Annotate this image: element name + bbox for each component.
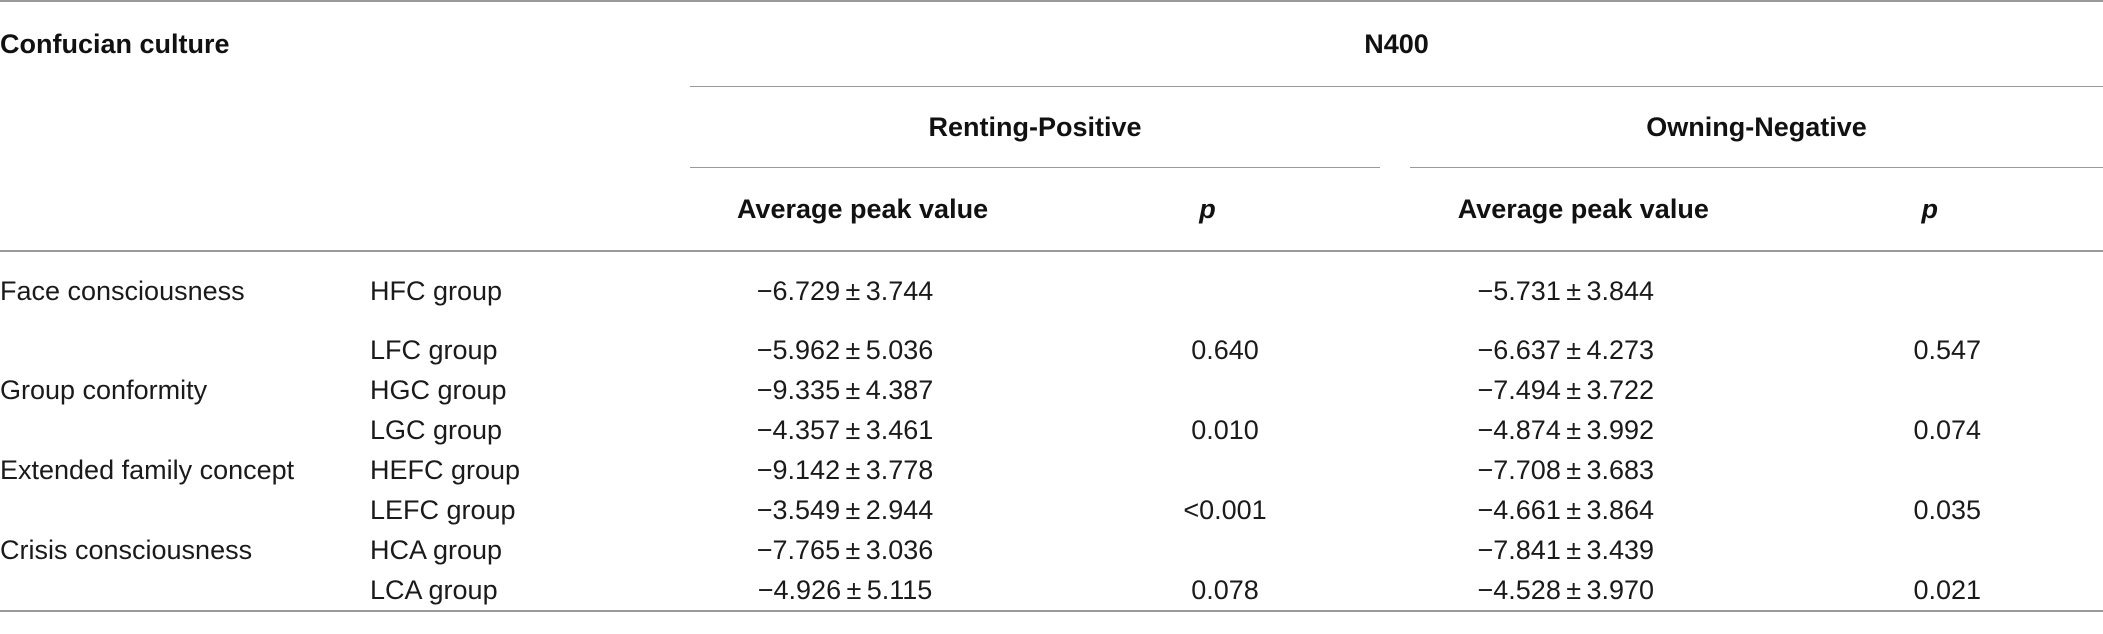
measure-header: N400 bbox=[690, 0, 2103, 87]
rp-average-value: −4.357 ± 3.461 bbox=[756, 414, 934, 445]
renting-positive-cells: −5.962 ± 5.036 0.640 bbox=[690, 330, 1380, 370]
owning-negative-cells: −5.731 ± 3.844 bbox=[1410, 251, 2103, 330]
rp-average-value: −3.549 ± 2.944 bbox=[756, 494, 934, 525]
on-average-value: −7.708 ± 3.683 bbox=[1477, 454, 1655, 485]
renting-positive-cells: −7.765 ± 3.036 bbox=[690, 530, 1380, 570]
rp-p-value bbox=[1070, 375, 1380, 406]
factor-cell: Crisis consciousness bbox=[0, 534, 253, 565]
on-p-value bbox=[1792, 375, 2103, 406]
owning-negative-cells: −4.528 ± 3.970 0.021 bbox=[1410, 570, 2103, 612]
group-cell: LGC group bbox=[370, 414, 503, 445]
on-average-value: −4.661 ± 3.864 bbox=[1477, 494, 1655, 525]
on-p-value bbox=[1792, 535, 2103, 566]
on-p-value: 0.074 bbox=[1913, 414, 1982, 445]
renting-positive-cells: −9.335 ± 4.387 bbox=[690, 370, 1380, 410]
owning-negative-cells: −7.708 ± 3.683 bbox=[1410, 450, 2103, 490]
rp-p-value bbox=[1070, 455, 1380, 486]
on-p-value bbox=[1792, 276, 2103, 307]
table-row: Extended family concept HEFC group −9.14… bbox=[0, 450, 2103, 490]
condition-header-renting-positive: Renting-Positive bbox=[690, 86, 1381, 168]
factor-cell bbox=[0, 410, 370, 450]
col-p-rp: p bbox=[1199, 193, 1216, 224]
on-average-value: −5.731 ± 3.844 bbox=[1477, 275, 1655, 306]
subheader-owning-negative: Average peak value p bbox=[1410, 167, 2103, 252]
col-average-peak-rp: Average peak value bbox=[736, 193, 989, 224]
on-average-value: −4.528 ± 3.970 bbox=[1477, 574, 1655, 605]
rp-average-value: −5.962 ± 5.036 bbox=[756, 334, 934, 365]
results-table: Confucian culture N400 Renting-Positive … bbox=[0, 0, 2103, 612]
group-cell: HEFC group bbox=[370, 454, 521, 485]
factor-cell bbox=[0, 490, 370, 530]
renting-positive-cells: −4.357 ± 3.461 0.010 bbox=[690, 410, 1380, 450]
on-p-value: 0.547 bbox=[1913, 334, 1982, 365]
rp-p-value: 0.640 bbox=[1191, 334, 1259, 365]
rp-average-value: −4.926 ± 5.115 bbox=[757, 574, 933, 605]
table-body: Face consciousness HFC group −6.729 ± 3.… bbox=[0, 251, 2103, 612]
rp-p-value: <0.001 bbox=[1183, 494, 1267, 525]
table-row: LEFC group −3.549 ± 2.944 <0.001 −4.661 … bbox=[0, 490, 2103, 530]
group-cell: LEFC group bbox=[370, 494, 516, 525]
renting-positive-cells: −4.926 ± 5.115 0.078 bbox=[690, 570, 1381, 612]
on-average-value: −7.494 ± 3.722 bbox=[1477, 374, 1655, 405]
renting-positive-cells: −3.549 ± 2.944 <0.001 bbox=[690, 490, 1380, 530]
on-p-value: 0.035 bbox=[1913, 494, 1982, 525]
rp-p-value: 0.010 bbox=[1191, 414, 1259, 445]
owning-negative-cells: −7.494 ± 3.722 bbox=[1410, 370, 2103, 410]
factor-cell bbox=[0, 570, 370, 612]
table-row: LFC group −5.962 ± 5.036 0.640 −6.637 ± … bbox=[0, 330, 2103, 370]
condition-header-owning-negative: Owning-Negative bbox=[1410, 86, 2103, 168]
group-cell: LCA group bbox=[370, 570, 691, 612]
table-row: LCA group −4.926 ± 5.115 0.078 −4.528 ± … bbox=[0, 570, 2103, 612]
col-p-on: p bbox=[1921, 193, 1939, 224]
on-average-value: −6.637 ± 4.273 bbox=[1477, 334, 1655, 365]
table-row: Crisis consciousness HCA group −7.765 ± … bbox=[0, 530, 2103, 570]
group-cell: HGC group bbox=[370, 374, 507, 405]
rp-p-value bbox=[1070, 535, 1380, 566]
renting-positive-cells: −9.142 ± 3.778 bbox=[690, 450, 1380, 490]
table-row: Face consciousness HFC group −6.729 ± 3.… bbox=[0, 251, 2103, 330]
factor-cell: Group conformity bbox=[0, 374, 208, 405]
group-cell: LFC group bbox=[370, 334, 498, 365]
group-cell: HFC group bbox=[370, 275, 503, 306]
owning-negative-cells: −7.841 ± 3.439 bbox=[1410, 530, 2103, 570]
rp-average-value: −7.765 ± 3.036 bbox=[756, 534, 934, 565]
row-header-title: Confucian culture bbox=[0, 0, 691, 87]
col-average-peak-on: Average peak value bbox=[1457, 193, 1709, 224]
on-average-value: −4.874 ± 3.992 bbox=[1477, 414, 1655, 445]
table-row: LGC group −4.357 ± 3.461 0.010 −4.874 ± … bbox=[0, 410, 2103, 450]
rp-p-value bbox=[1070, 276, 1380, 307]
rp-average-value: −9.142 ± 3.778 bbox=[756, 454, 934, 485]
owning-negative-cells: −6.637 ± 4.273 0.547 bbox=[1410, 330, 2103, 370]
factor-cell: Face consciousness bbox=[0, 275, 245, 306]
on-p-value: 0.021 bbox=[1913, 574, 1982, 605]
on-average-value: −7.841 ± 3.439 bbox=[1477, 534, 1655, 565]
rp-average-value: −6.729 ± 3.744 bbox=[756, 275, 934, 306]
on-p-value bbox=[1792, 455, 2103, 486]
rp-average-value: −9.335 ± 4.387 bbox=[756, 374, 934, 405]
renting-positive-cells: −6.729 ± 3.744 bbox=[690, 251, 1380, 330]
group-cell: HCA group bbox=[370, 534, 503, 565]
owning-negative-cells: −4.661 ± 3.864 0.035 bbox=[1410, 490, 2103, 530]
table-row: Group conformity HGC group −9.335 ± 4.38… bbox=[0, 370, 2103, 410]
rp-p-value: 0.078 bbox=[1191, 574, 1259, 605]
factor-cell: Extended family concept bbox=[0, 454, 295, 485]
factor-cell bbox=[0, 330, 370, 370]
subheader-renting-positive: Average peak value p bbox=[690, 167, 1381, 252]
owning-negative-cells: −4.874 ± 3.992 0.074 bbox=[1410, 410, 2103, 450]
